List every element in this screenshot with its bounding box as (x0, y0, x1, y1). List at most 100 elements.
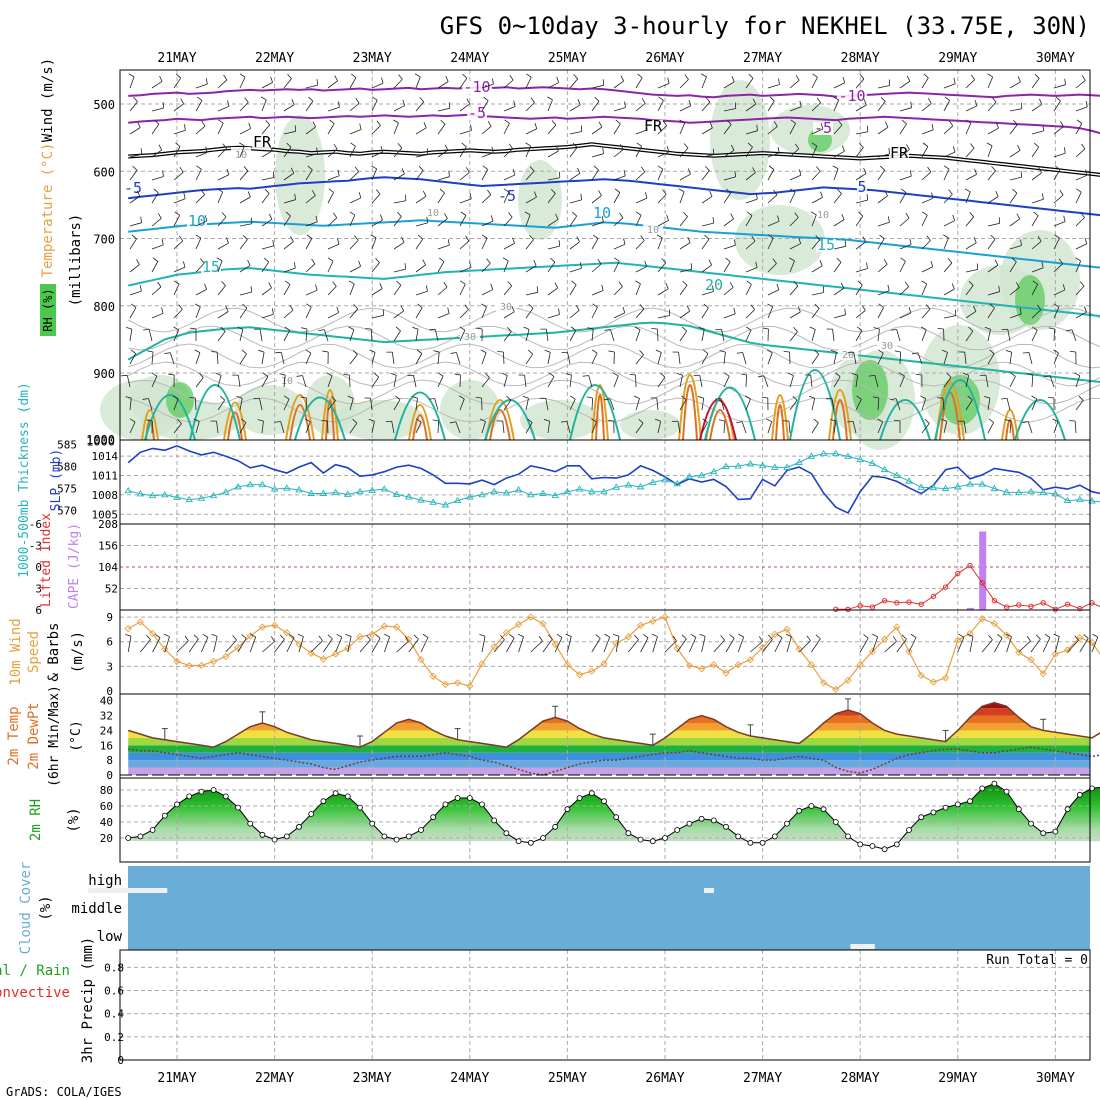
wind-barb (657, 125, 667, 135)
wind-barb (811, 329, 816, 342)
wind-barb (613, 312, 625, 319)
rh-shading (1015, 275, 1045, 325)
wind-barb (667, 77, 670, 84)
wind-barb (634, 634, 639, 640)
wind-barb (1009, 287, 1020, 296)
wind-barb (345, 633, 352, 637)
thickness-marker (819, 449, 828, 457)
wind-barb (1005, 350, 1012, 353)
wind-barb (280, 634, 285, 640)
wind-barb (943, 421, 948, 434)
temp-contour-5 (128, 176, 1100, 217)
wind-barb (899, 149, 910, 158)
wind-barb (613, 217, 624, 227)
wind-barb (371, 352, 376, 365)
wind-barb (286, 637, 295, 653)
wind-barb (987, 145, 993, 158)
warm-contour (828, 389, 852, 441)
wind-barb (797, 306, 801, 313)
wind-barb (872, 633, 878, 638)
wind-barb (758, 636, 763, 642)
rh-marker (296, 823, 302, 830)
wind-speed-marker (368, 630, 376, 638)
thickness-line (128, 453, 1100, 506)
rh-marker (1040, 830, 1047, 837)
wind-barb (502, 421, 505, 434)
wind-barb (151, 352, 154, 365)
wind-barb (196, 165, 202, 170)
wind-barb (173, 146, 181, 158)
wind-barb (572, 142, 578, 148)
wind-barb (151, 244, 164, 250)
temp-contour-20 (394, 391, 446, 441)
wind-barb (811, 422, 819, 434)
wind-barb (261, 99, 267, 112)
wind-barb (987, 307, 995, 319)
wind-barb (195, 220, 208, 227)
wind-barb (852, 421, 857, 434)
wind-barb (173, 266, 186, 273)
wind-barb (242, 303, 248, 309)
wind-barb (833, 314, 846, 319)
wind-barb (459, 284, 466, 296)
wind-barb (371, 237, 377, 250)
wind-barb (173, 326, 179, 331)
wind-barb (391, 352, 395, 365)
wind-barb (475, 396, 482, 399)
wind-barb (528, 303, 534, 309)
sounding-panel: 5006007008009001000-10-10-5-5FRFRFR-5-55… (40, 58, 1100, 450)
wind-barb (657, 288, 669, 296)
wind-barb (527, 349, 533, 355)
wind-barb (1053, 263, 1063, 273)
wind-barb (547, 124, 557, 135)
wind-barb (921, 240, 931, 250)
wind-barb (1033, 211, 1039, 217)
wind-barb (370, 329, 373, 342)
wind-barb (194, 397, 197, 411)
wind-barb (745, 398, 751, 411)
wind-barb (525, 239, 534, 250)
wind-barb (767, 306, 774, 319)
label-wind-units: (m/s) (70, 631, 86, 673)
wind-barb (723, 244, 736, 250)
wind-barb (921, 329, 927, 342)
wind-barb (789, 217, 799, 227)
wind-barb (237, 375, 241, 388)
wind-barb (745, 309, 755, 319)
wind-barb (283, 172, 295, 181)
warm-contour (682, 384, 698, 441)
wind-barb (371, 165, 377, 170)
wind-barb (830, 349, 837, 353)
wind-barb (921, 398, 927, 411)
wind-barb (331, 396, 336, 401)
wind-barb (773, 121, 778, 127)
wind-barb (555, 145, 559, 152)
wind-barb (635, 240, 645, 250)
wind-barb (524, 211, 531, 216)
wind-barb (591, 153, 604, 158)
wind-barb (536, 286, 539, 293)
time-axes: 21MAY21MAY22MAY22MAY23MAY23MAY24MAY24MAY… (157, 51, 1075, 1086)
wind-barb (833, 168, 839, 181)
wind-barb (745, 267, 758, 273)
wind-barb (217, 174, 229, 181)
wind-speed-marker (429, 672, 437, 680)
wind-barb (745, 172, 756, 181)
wind-barb (1053, 306, 1060, 319)
rh-shading (940, 375, 980, 425)
wind-barb (415, 329, 419, 342)
wind-barb (988, 635, 993, 641)
wind-barb (1053, 289, 1066, 296)
wind-barb (151, 312, 164, 319)
wind-barb (863, 99, 867, 106)
wind-barb (349, 102, 360, 112)
warm-contour (832, 399, 848, 441)
wind-barb (931, 123, 934, 130)
wind-barb (1042, 124, 1044, 131)
wind-barb (172, 395, 179, 400)
wind-barb (131, 234, 137, 240)
wind-barb (689, 637, 697, 653)
wind-speed-marker (734, 661, 742, 669)
wind-barb (991, 166, 996, 171)
rh-marker (430, 814, 437, 821)
